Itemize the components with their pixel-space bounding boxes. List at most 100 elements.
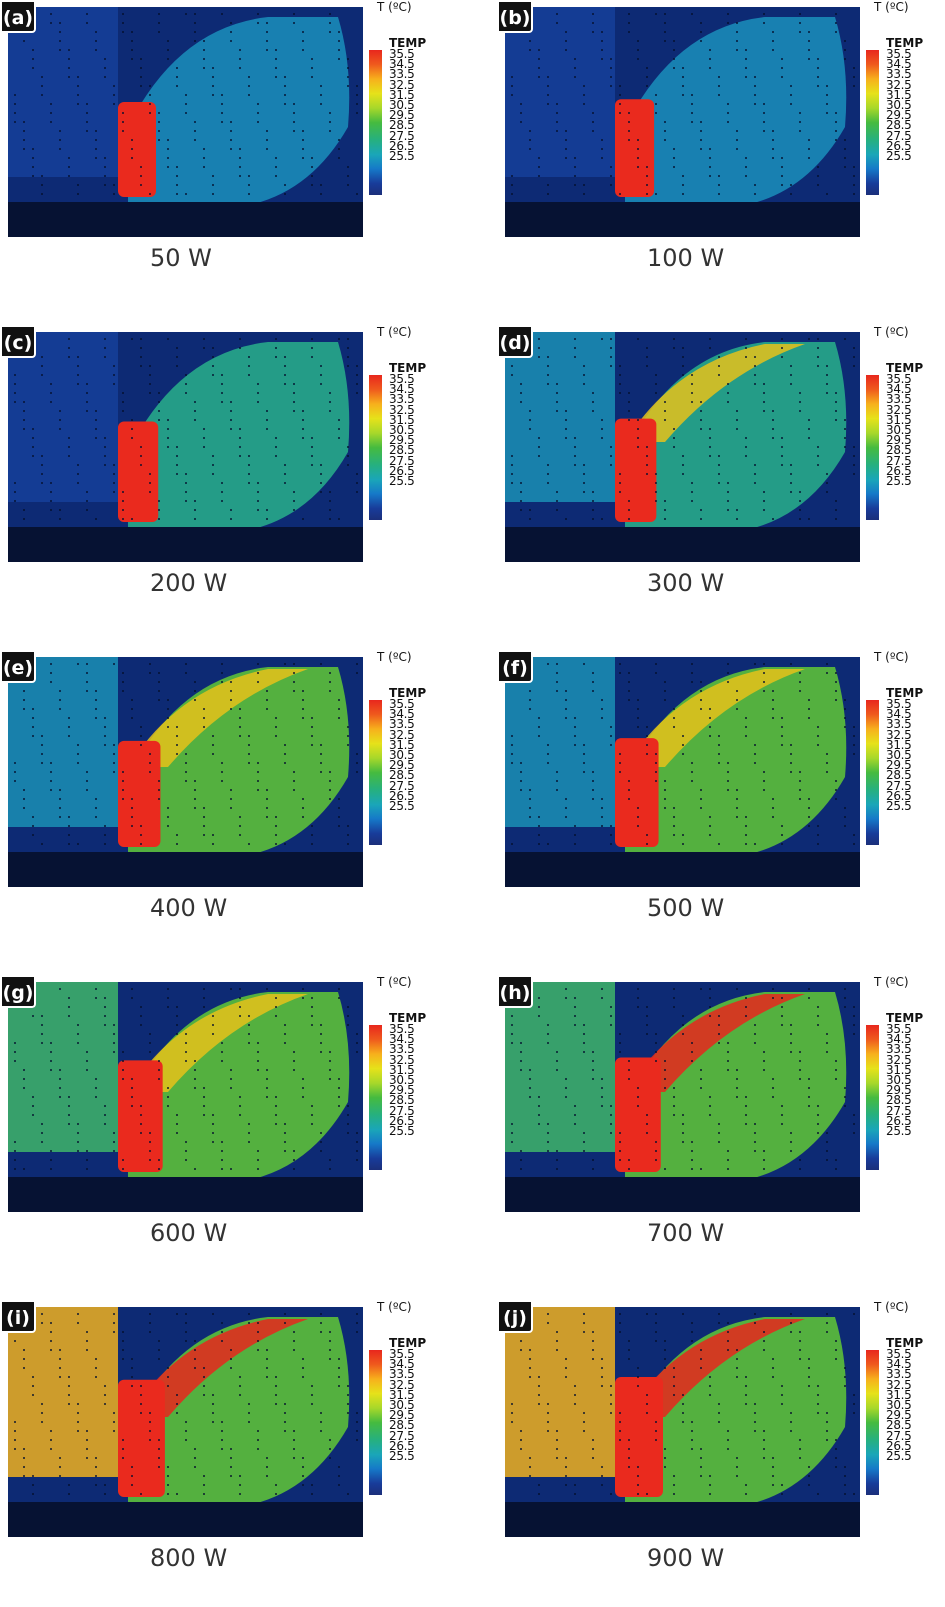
colorbar-tick-label: 26.5 [389,463,415,478]
panel-g: (g) T (ºC) TEMP 35.5 34.5 33.5 32.5 31.5 30.5… [0,975,460,1275]
thermal-map-graphic [505,332,860,562]
colorbar-unit-label: T (ºC) [874,650,909,664]
colorbar-tick-label: 33.5 [389,1042,415,1057]
colorbar-tick-label: 34.5 [389,1032,415,1047]
colorbar-tick-label: 32.5 [389,727,415,742]
colorbar-title: TEMP [389,36,427,50]
colorbar-tick-label: 34.5 [886,1032,912,1047]
colorbar-title: TEMP [886,36,924,50]
colorbar-gradient [369,1025,382,1170]
power-label: 600 W [150,1219,228,1247]
colorbar-tick-label: 27.5 [389,453,415,468]
colorbar-tick-label: 30.5 [389,1072,415,1087]
colorbar-tick-label: 28.5 [389,1093,415,1108]
panel-f: (f) T (ºC) TEMP 35.5 34.5 33.5 32.5 31.5 30.5… [497,650,945,950]
colorbar-tick-label: 33.5 [389,1367,415,1382]
thermal-map-graphic [505,1307,860,1537]
colorbar-tick-label: 29.5 [886,758,912,773]
colorbar-tick-label: 26.5 [389,1113,415,1128]
colorbar-tick-label: 29.5 [886,1083,912,1098]
panel-i: (i) T (ºC) TEMP 35.5 34.5 33.5 32.5 31.5 30.5… [0,1300,460,1600]
colorbar-gradient [369,1350,382,1495]
colorbar: TEMP 35.5 34.5 33.5 32.5 31.5 30.5 29.5 28.5 27.… [854,1336,924,1496]
colorbar-tick-label: 26.5 [886,1438,912,1453]
colorbar: TEMP 35.5 34.5 33.5 32.5 31.5 30.5 29.5 28.5 27.… [357,1011,427,1171]
colorbar-tick-label: 27.5 [389,128,415,143]
colorbar-tick-label: 32.5 [886,402,912,417]
colorbar-title: TEMP [886,1336,924,1350]
colorbar-unit-label: T (ºC) [874,0,909,14]
colorbar-tick-label: 35.5 [886,372,912,386]
colorbar-unit-label: T (ºC) [377,325,412,339]
thermal-map-graphic [8,657,363,887]
thermal-map [8,657,363,887]
colorbar-tick-label: 35.5 [389,372,415,386]
colorbar-tick-label: 27.5 [886,453,912,468]
colorbar-ticks: 35.5 34.5 33.5 32.5 31.5 30.5 29.5 28.5 27.5 26.5… [886,1022,924,1137]
colorbar-tick-label: 26.5 [886,1113,912,1128]
panel-tag: (i) [0,1300,36,1333]
power-label: 900 W [647,1544,725,1572]
colorbar-tick-label: 28.5 [886,1093,912,1108]
colorbar-tick-label: 28.5 [389,443,415,458]
colorbar-tick-label: 32.5 [389,402,415,417]
colorbar-gradient [369,50,382,195]
colorbar-tick-label: 33.5 [886,1042,912,1057]
colorbar-tick-label: 27.5 [389,1428,415,1443]
colorbar-tick-label: 30.5 [886,747,912,762]
colorbar-unit-label: T (ºC) [377,0,412,14]
colorbar-gradient [866,700,879,845]
colorbar-gradient [866,1350,879,1495]
colorbar-tick-label: 32.5 [389,77,415,92]
colorbar-tick-label: 34.5 [886,1357,912,1372]
colorbar-tick-label: 25.5 [389,1123,415,1138]
colorbar-tick-label: 25.5 [886,1448,912,1463]
colorbar-tick-label: 29.5 [886,1408,912,1423]
colorbar-tick-label: 35.5 [389,1022,415,1036]
panel-b: (b) T (ºC) TEMP 35.5 34.5 33.5 32.5 31.5 30.5… [497,0,945,300]
panel-tag: (g) [0,975,36,1008]
panel-tag: (h) [497,975,533,1008]
colorbar-ticks: 35.5 34.5 33.5 32.5 31.5 30.5 29.5 28.5 27.5 26.5… [886,697,924,812]
colorbar-tick-label: 30.5 [886,1397,912,1412]
power-label: 800 W [150,1544,228,1572]
colorbar-tick-label: 35.5 [886,697,912,711]
colorbar-tick-label: 29.5 [389,1083,415,1098]
colorbar: TEMP 35.5 34.5 33.5 32.5 31.5 30.5 29.5 28.5 27.… [357,361,427,521]
colorbar-tick-label: 35.5 [886,1022,912,1036]
thermal-map [8,1307,363,1537]
colorbar-tick-label: 32.5 [886,1052,912,1067]
colorbar-tick-label: 35.5 [389,47,415,61]
power-label: 500 W [647,894,725,922]
colorbar: TEMP 35.5 34.5 33.5 32.5 31.5 30.5 29.5 28.5 27.… [854,361,924,521]
colorbar-ticks: 35.5 34.5 33.5 32.5 31.5 30.5 29.5 28.5 27.5 26.5… [389,1348,427,1462]
colorbar-tick-label: 34.5 [886,707,912,722]
colorbar-tick-label: 26.5 [389,1438,415,1453]
colorbar-tick-label: 29.5 [886,433,912,448]
colorbar-tick-label: 27.5 [389,778,415,793]
colorbar-ticks: 35.5 34.5 33.5 32.5 31.5 30.5 29.5 28.5 27.5 26.5… [389,698,427,813]
colorbar-gradient [866,1025,879,1170]
colorbar-tick-label: 26.5 [886,788,912,803]
colorbar-tick-label: 33.5 [389,392,415,407]
colorbar-tick-label: 30.5 [389,422,415,437]
thermal-map [505,982,860,1212]
colorbar-tick-label: 33.5 [886,392,912,407]
colorbar-tick-label: 31.5 [886,1387,912,1402]
panel-j: (j) T (ºC) TEMP 35.5 34.5 33.5 32.5 31.5 30.5… [497,1300,945,1600]
colorbar-tick-label: 27.5 [886,128,912,143]
panel-d: (d) T (ºC) TEMP 35.5 34.5 33.5 32.5 31.5 30.5… [497,325,945,625]
colorbar-tick-label: 33.5 [886,1367,912,1382]
colorbar-tick-label: 25.5 [389,798,415,813]
thermal-map [505,657,860,887]
colorbar-tick-label: 30.5 [886,97,912,112]
thermal-map [8,7,363,237]
panel-tag: (j) [497,1300,533,1333]
colorbar-tick-label: 32.5 [389,1052,415,1067]
colorbar-title: TEMP [886,361,924,375]
colorbar-tick-label: 31.5 [886,412,912,427]
thermal-map [505,1307,860,1537]
colorbar-tick-label: 33.5 [886,717,912,732]
panel-h: (h) T (ºC) TEMP 35.5 34.5 33.5 32.5 31.5 30.5… [497,975,945,1275]
colorbar-gradient [369,375,382,520]
